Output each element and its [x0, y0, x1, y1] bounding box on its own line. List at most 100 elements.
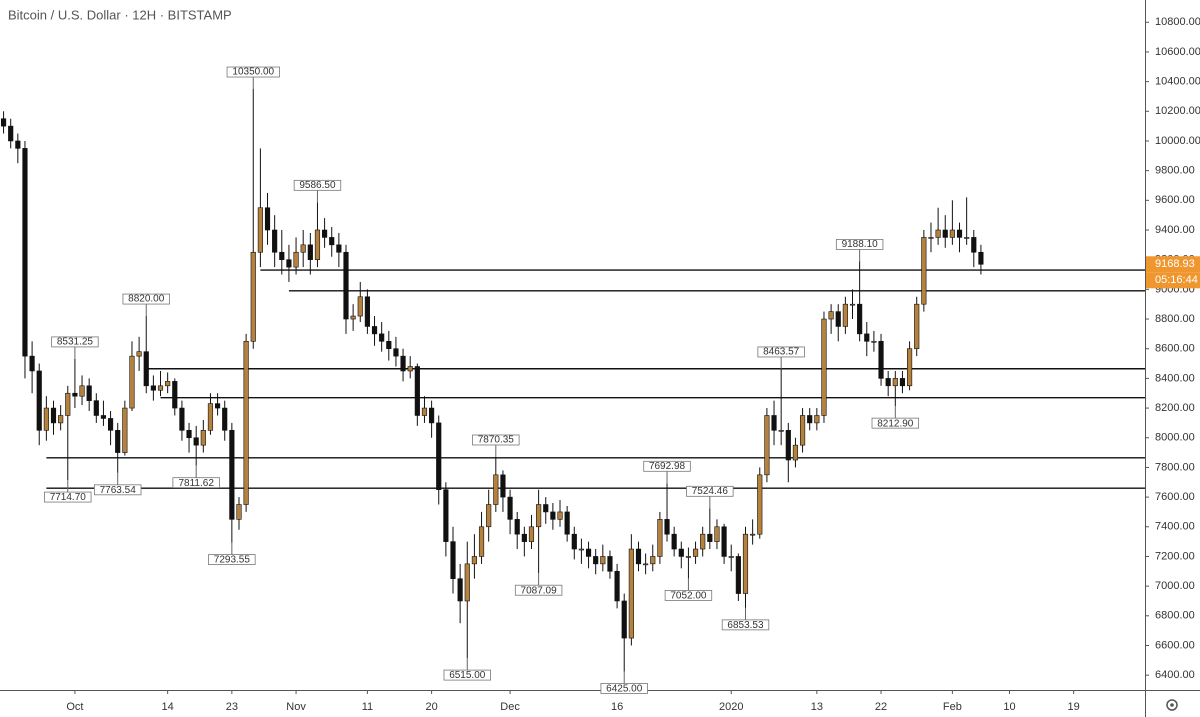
candle-body [457, 578, 463, 602]
candle-body [828, 311, 834, 320]
annotation-label: 7763.54 [100, 485, 137, 496]
annotation-box [226, 66, 280, 78]
candle-body [971, 237, 977, 253]
candle-body [264, 207, 271, 231]
countdown-label: 05:16:44 [1155, 274, 1198, 286]
candle-body [364, 296, 370, 327]
candle-body [607, 556, 613, 572]
candle-body [86, 385, 92, 401]
candle-body [222, 407, 228, 431]
candle-body [914, 303, 920, 350]
candle-body [43, 407, 49, 431]
annotation-box [208, 554, 256, 565]
y-tick-label: 7200.00 [1155, 550, 1195, 562]
candle-body [257, 207, 263, 253]
annotation-label: 8820.00 [128, 294, 165, 305]
candle-body [778, 430, 784, 432]
candle-body [735, 556, 741, 594]
x-tick-label: 13 [811, 701, 823, 713]
y-tick-label: 10200.00 [1155, 105, 1200, 117]
candle-body [293, 251, 299, 268]
y-tick-label: 6400.00 [1155, 669, 1195, 681]
candle-body [921, 237, 927, 305]
candle-body [750, 533, 756, 536]
candle-body [885, 378, 891, 387]
candle-body [650, 556, 656, 565]
candle-body [79, 385, 85, 397]
y-tick-label: 10400.00 [1155, 76, 1200, 88]
candle-body [322, 229, 328, 238]
candle-body [179, 407, 185, 431]
candle-body [329, 237, 335, 246]
candle-body [835, 311, 841, 327]
candle-body [728, 556, 734, 558]
candle-body [621, 600, 627, 639]
annotation-box [44, 491, 92, 503]
candle-body [143, 351, 149, 387]
candle-body [207, 403, 214, 431]
x-tick-label: Nov [286, 701, 306, 713]
candle-body [635, 548, 642, 565]
y-tick-label: 8200.00 [1155, 402, 1195, 414]
candle-body [478, 526, 485, 557]
candle-body [443, 489, 449, 542]
candle-body [107, 418, 114, 431]
candle-body [906, 348, 913, 387]
candle-body [771, 415, 777, 431]
candle-body [486, 504, 492, 528]
candle-body [878, 340, 884, 379]
annotation-label: 8212.90 [877, 418, 914, 429]
last-price-label: 9168.93 [1155, 258, 1195, 270]
candle-body [550, 511, 556, 520]
candle-body [414, 366, 420, 416]
candle-body [536, 504, 542, 528]
candle-body [671, 533, 677, 550]
annotation-label: 9188.10 [842, 239, 879, 250]
candle-body [528, 526, 535, 542]
settings-icon[interactable] [1166, 699, 1178, 711]
candle-body [871, 340, 877, 343]
y-tick-label: 9400.00 [1155, 224, 1195, 236]
x-tick-label: 22 [875, 701, 887, 713]
annotation-box [600, 683, 648, 694]
annotation-box [835, 239, 884, 250]
annotation-label: 8463.57 [763, 347, 800, 358]
candle-body [792, 444, 799, 461]
candle-body [628, 548, 634, 639]
gear[interactable] [1166, 699, 1178, 711]
candle-body [450, 541, 456, 580]
candle-body [664, 519, 670, 535]
candle-body [172, 381, 178, 409]
candle-body [956, 229, 963, 238]
candle-body [614, 570, 620, 602]
y-tick-label: 6800.00 [1155, 610, 1195, 622]
y-tick-label: 7800.00 [1155, 461, 1195, 473]
candle-body [72, 392, 78, 397]
candle-body [272, 229, 278, 253]
x-tick-label: 11 [362, 701, 373, 713]
candle-body [229, 430, 235, 520]
candle-body [849, 303, 856, 306]
candle-body [50, 407, 57, 424]
countdown-box [1146, 272, 1200, 289]
candle-body [371, 326, 378, 335]
candle-body [964, 237, 970, 239]
annotation-box [443, 669, 491, 681]
gear-center[interactable] [1170, 703, 1174, 707]
candle-body [892, 378, 898, 387]
candle-body [721, 526, 727, 557]
candle-body [757, 474, 763, 535]
candle-body [928, 237, 934, 239]
candle-body [429, 407, 435, 424]
candle-body [857, 303, 863, 335]
annotation-box [122, 293, 170, 305]
candle-body [578, 548, 585, 551]
annotation-box [472, 434, 520, 446]
candle-body [807, 415, 813, 424]
candle-body [0, 118, 7, 127]
candle-body [22, 148, 28, 357]
y-tick-label: 8400.00 [1155, 372, 1195, 384]
annotation-label: 6853.53 [727, 620, 764, 631]
candle-body [157, 385, 164, 391]
last-price-box [1146, 256, 1200, 273]
